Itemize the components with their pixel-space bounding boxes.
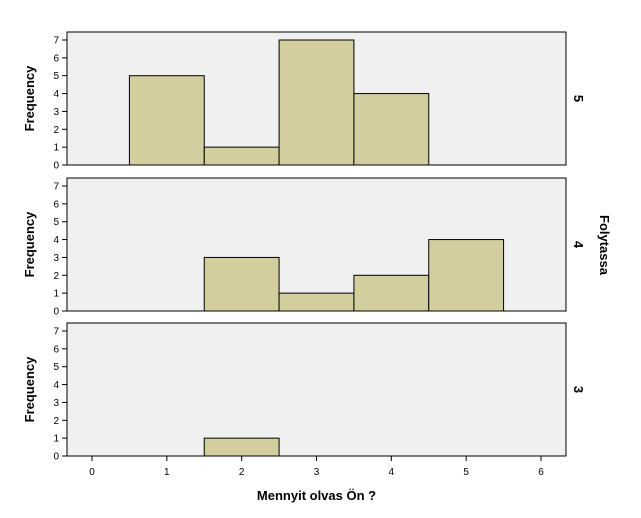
panel-3-background [66, 322, 567, 457]
panel-4-ytick-label-7: 7 [53, 182, 59, 193]
panel-3-ytick-label-1: 1 [53, 434, 59, 445]
panel-5-ytick-label-3: 3 [53, 107, 59, 118]
panel-4-ytick-label-4: 4 [53, 235, 59, 246]
panel-3-bar-2 [203, 437, 280, 457]
panel-5-ytick-label-1: 1 [53, 143, 59, 154]
xtick-label-3: 3 [314, 467, 320, 478]
panel-4-facet-label: 4 [571, 241, 586, 249]
panel-4-ytick-label-1: 1 [53, 289, 59, 300]
xtick-label-4: 4 [389, 467, 395, 478]
panel-4-ytick-label-3: 3 [53, 253, 59, 264]
panel-4-ylabel: Frequency [22, 211, 37, 278]
panel-4-bar-3 [278, 292, 355, 312]
panel-4-ytick-label-2: 2 [53, 271, 59, 282]
panel-5-ylabel: Frequency [22, 65, 37, 132]
panel-4-ytick-label-5: 5 [53, 217, 59, 228]
xtick-label-0: 0 [89, 467, 95, 478]
x-axis-label: Mennyit olvas Ön ? [257, 488, 376, 503]
panel-5-bar-4 [353, 93, 430, 166]
panel-4-ytick-label-6: 6 [53, 199, 59, 210]
panel-5-ytick-label-2: 2 [53, 125, 59, 136]
panel-4-bar-4 [353, 274, 430, 312]
panel-3-ytick-label-2: 2 [53, 416, 59, 427]
panel-5-ytick-label-0: 0 [53, 161, 59, 172]
xtick-label-2: 2 [239, 467, 245, 478]
xtick-label-1: 1 [164, 467, 170, 478]
xtick-label-5: 5 [463, 467, 469, 478]
facet-title: Folytassa [597, 215, 612, 276]
panel-3-ylabel: Frequency [22, 356, 37, 423]
panel-5-facet-label: 5 [571, 95, 586, 102]
panel-5-ytick-label-4: 4 [53, 89, 59, 100]
panel-3-ytick-label-6: 6 [53, 344, 59, 355]
panel-4-bar-2 [203, 256, 280, 312]
panel-3-ytick-label-4: 4 [53, 380, 59, 391]
panel-4-ytick-label-0: 0 [53, 307, 59, 318]
panel-5-bar-3 [278, 39, 355, 166]
panel-3-facet-label: 3 [571, 386, 586, 393]
panel-3-ytick-label-7: 7 [53, 327, 59, 338]
panel-5-bar-1 [128, 75, 205, 166]
panel-5-ytick-label-6: 6 [53, 53, 59, 64]
xtick-label-6: 6 [538, 467, 544, 478]
panel-5-ytick-label-7: 7 [53, 36, 59, 47]
panel-5-ytick-label-5: 5 [53, 71, 59, 82]
panel-5-bar-2 [203, 146, 280, 166]
panel-3-ytick-label-5: 5 [53, 362, 59, 373]
panel-3-ytick-label-3: 3 [53, 398, 59, 409]
panel-4-bar-5 [428, 239, 505, 312]
panel-3-ytick-label-0: 0 [53, 452, 59, 463]
